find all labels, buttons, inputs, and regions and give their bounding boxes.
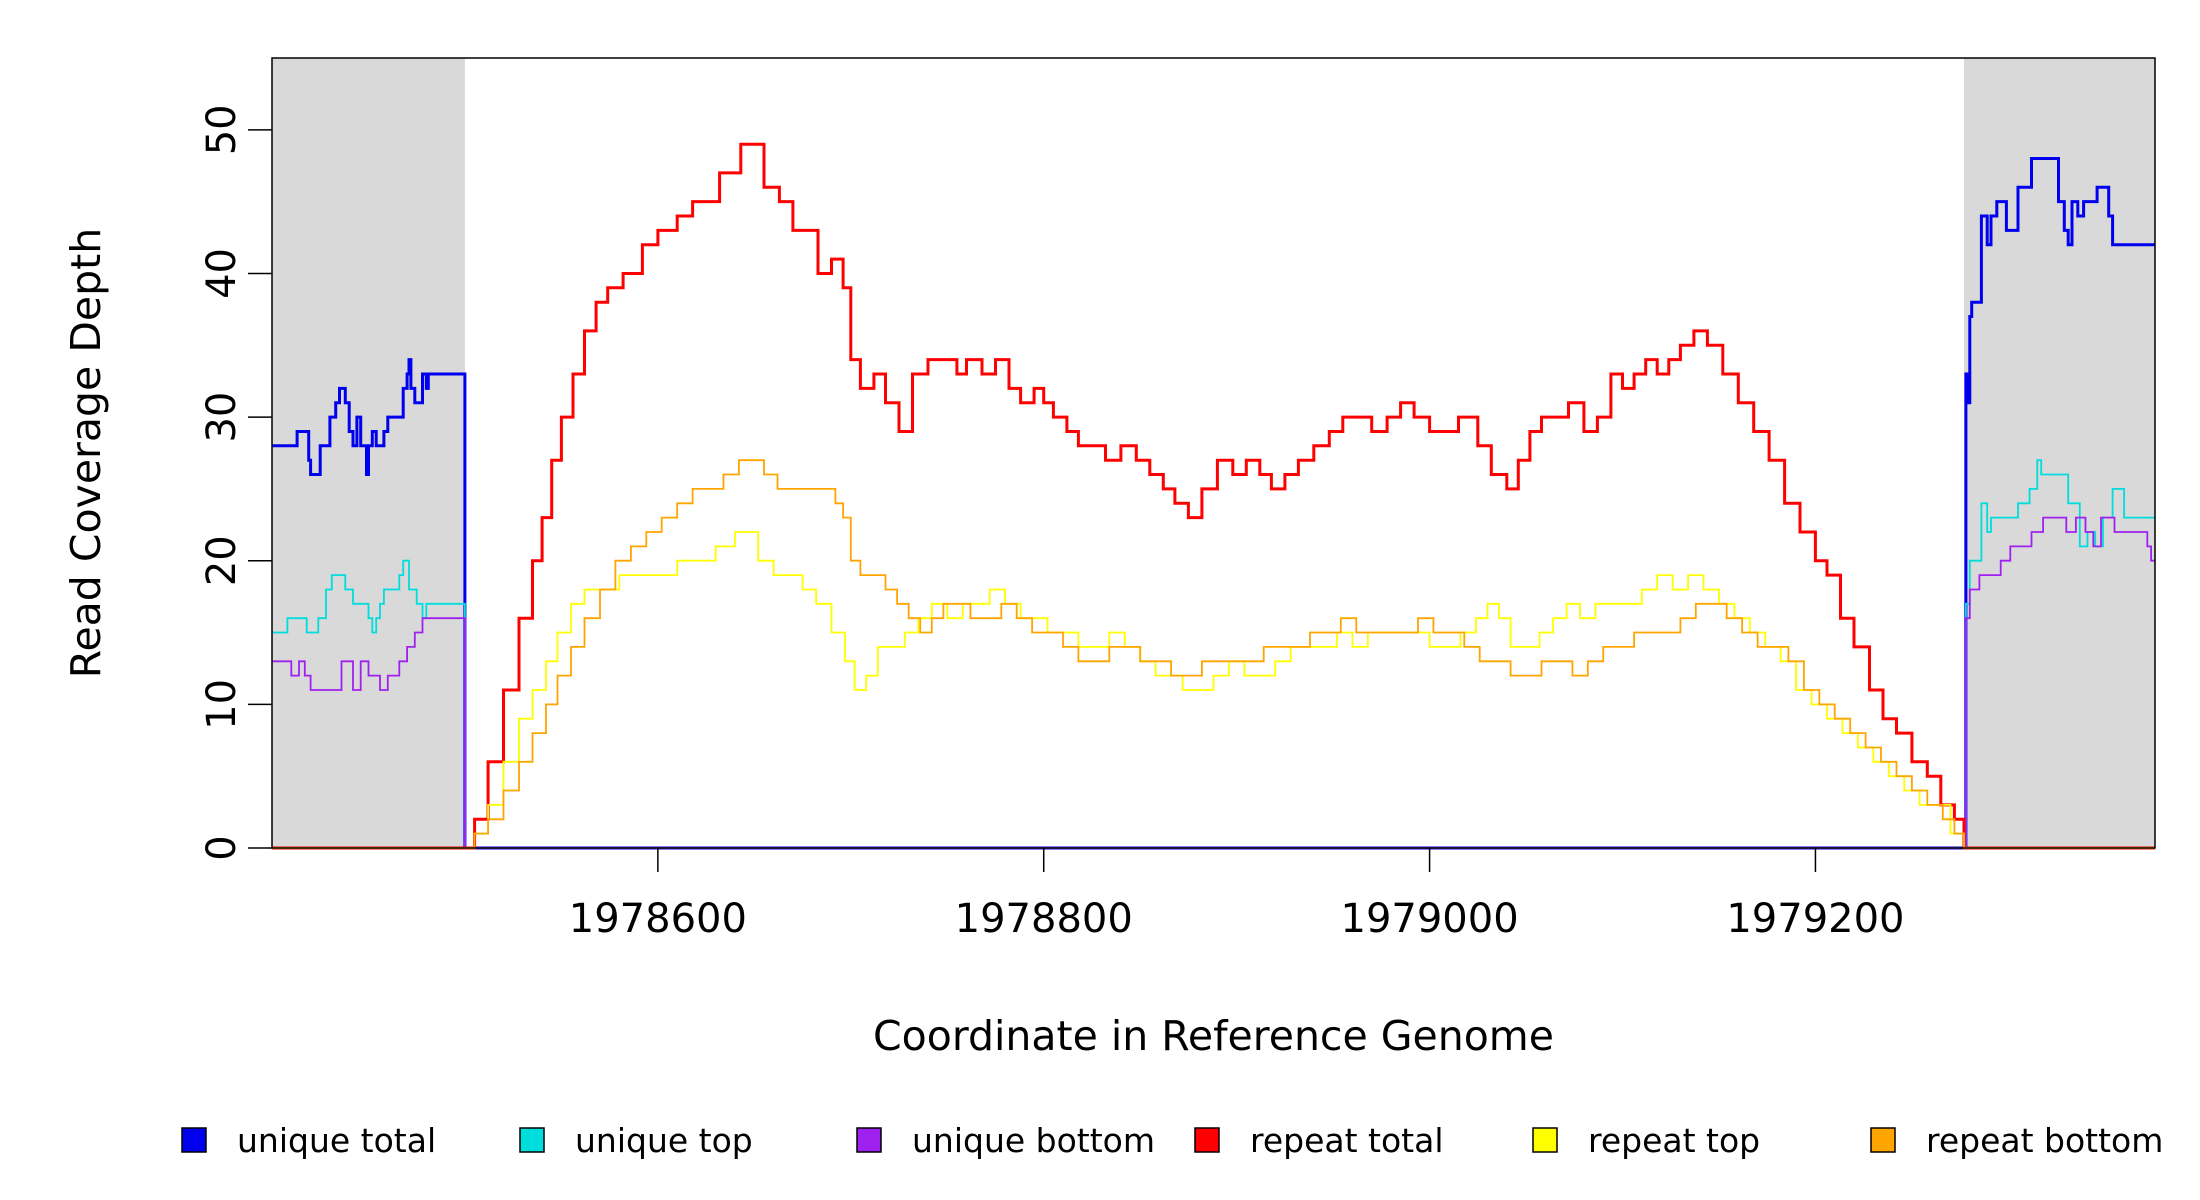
legend-swatch-unique-bottom [856,1127,882,1153]
legend-swatch-repeat-total [1194,1127,1220,1153]
x-axis-title: Coordinate in Reference Genome [873,1012,1554,1060]
x-tick-label: 1979200 [1726,896,1904,942]
shaded-regions [272,58,2155,848]
legend-swatch-unique-total [181,1127,207,1153]
x-tick-label: 1978800 [955,896,1133,942]
legend: unique total unique top unique bottom repea… [181,1121,2163,1160]
y-tick-label: 20 [199,535,245,586]
legend-label: unique bottom [912,1121,1155,1160]
series-unique-top [272,459,2155,849]
y-tick-label: 30 [199,392,245,443]
axes: 0 10 20 30 40 50 1978600 1978800 1979000 1979200 [199,104,1905,942]
legend-label: repeat total [1250,1121,1444,1160]
series-repeat-bottom [272,459,2155,849]
y-tick-label: 0 [199,835,245,860]
series-repeat-total [272,142,2155,850]
y-tick-label: 50 [199,104,245,155]
y-tick-label: 40 [199,248,245,299]
y-axis-title: Read Coverage Depth [62,228,110,678]
plot-frame [271,57,2156,849]
legend-label: repeat top [1588,1121,1760,1160]
legend-swatch-repeat-bottom [1870,1127,1896,1153]
legend-label: repeat bottom [1926,1121,2163,1160]
x-tick-label: 1978600 [569,896,747,942]
legend-label: unique total [237,1121,436,1160]
series-unique-total [272,157,2155,850]
series-lines [272,142,2155,850]
legend-label: unique top [575,1121,753,1160]
legend-swatch-unique-top [519,1127,545,1153]
legend-swatch-repeat-top [1532,1127,1558,1153]
x-tick-label: 1979000 [1341,896,1519,942]
y-tick-label: 10 [199,679,245,730]
